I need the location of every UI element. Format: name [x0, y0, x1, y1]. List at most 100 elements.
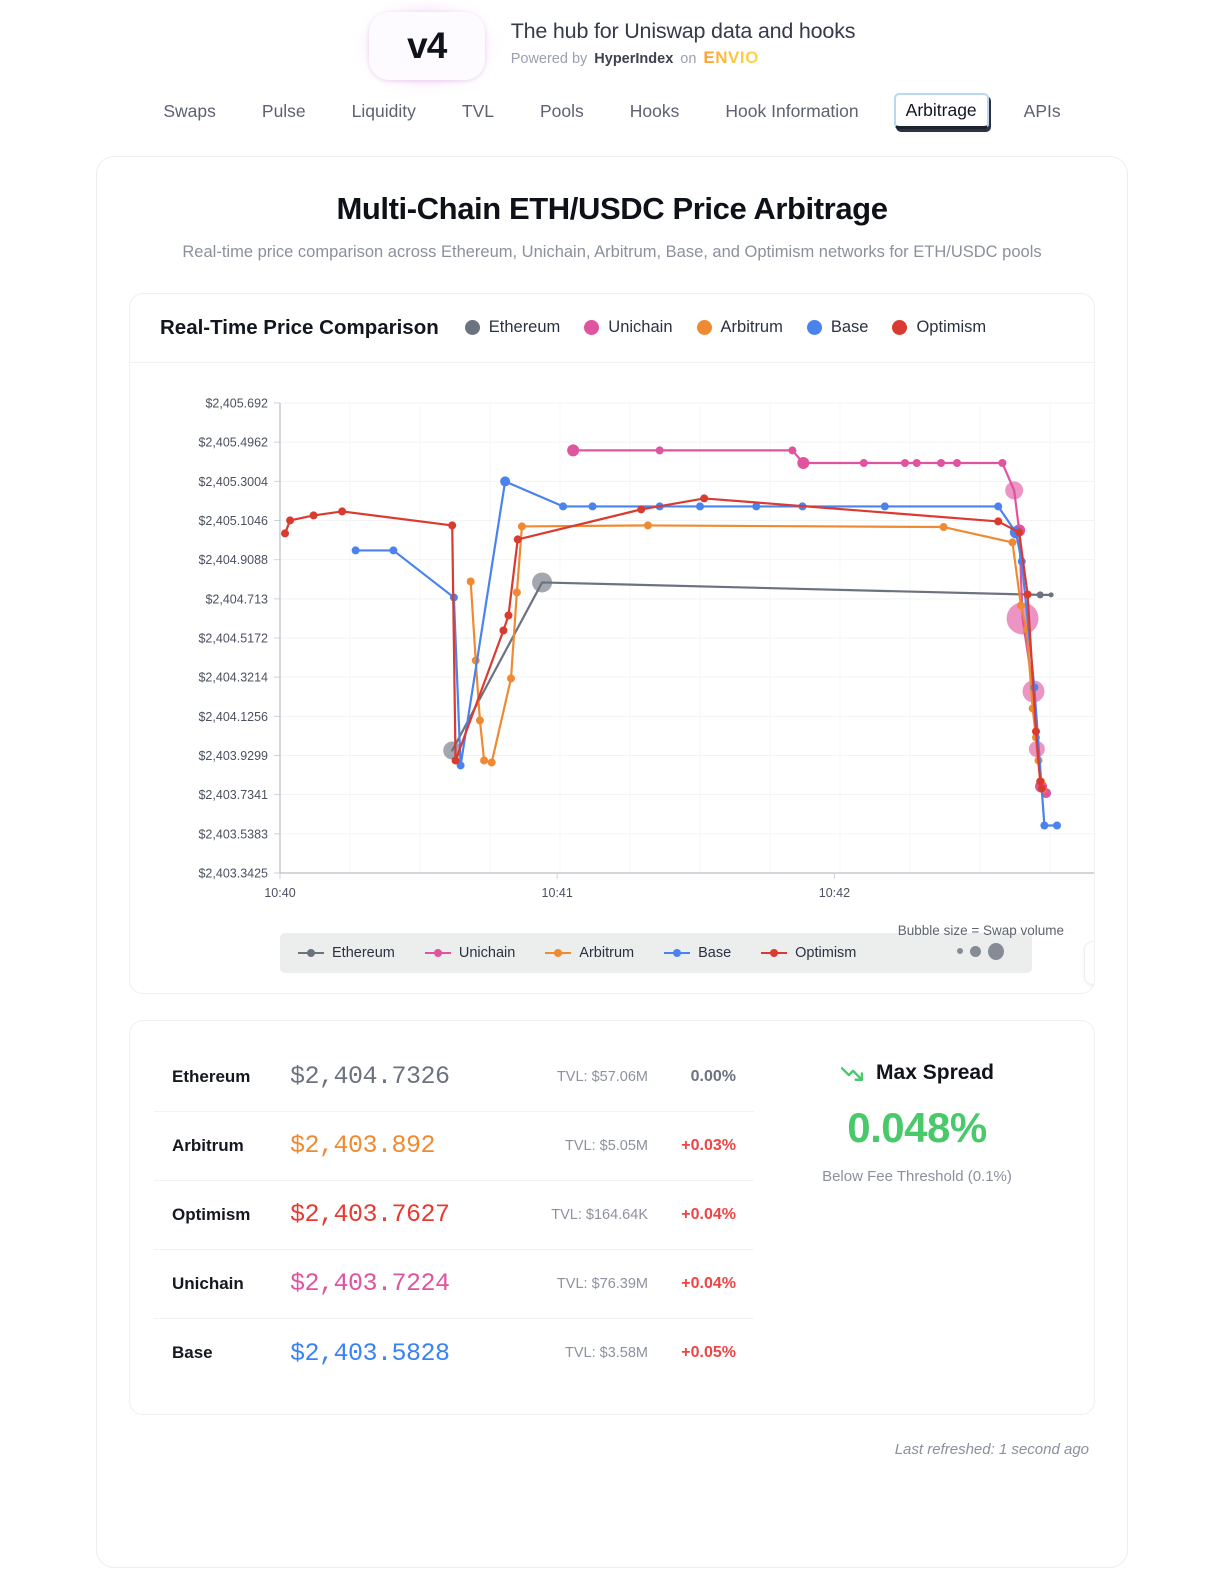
- chart-heading: Real-Time Price Comparison: [160, 315, 439, 339]
- legend-item-unichain[interactable]: Unichain: [584, 318, 673, 337]
- price-chart-card: Real-Time Price Comparison Ethereum Unich…: [129, 292, 1095, 994]
- bubble-note-label: Bubble size = Swap volume: [897, 922, 1064, 938]
- bubble-size-scale: [898, 942, 1064, 960]
- on-label: on: [680, 51, 697, 67]
- legend-label: Unichain: [458, 944, 516, 961]
- svg-text:$2,404.9088: $2,404.9088: [198, 553, 268, 567]
- chart-legend-arbitrum[interactable]: Arbitrum: [545, 945, 634, 961]
- chart-legend-ethereum[interactable]: Ethereum: [298, 945, 395, 961]
- legend-label: Optimism: [916, 318, 987, 337]
- nav-item-hooks[interactable]: Hooks: [629, 100, 680, 121]
- legend-label: Base: [830, 318, 869, 337]
- summary-card: Ethereum $2,404.7326 TVL: $57.06M 0.00% Arbi…: [129, 1019, 1095, 1415]
- legend-label: Base: [698, 944, 732, 961]
- legend-label: Optimism: [795, 944, 857, 961]
- svg-text:$2,403.5383: $2,403.5383: [198, 827, 268, 841]
- expand-chart-button[interactable]: [1084, 940, 1094, 985]
- chain-change: +0.05%: [681, 1344, 736, 1362]
- chart-bottom-legend: Ethereum Unichain Arbitrum Base Optimism: [280, 932, 1032, 973]
- legend-label: Ethereum: [332, 944, 395, 961]
- chain-tvl: TVL: $5.05M: [564, 1137, 648, 1154]
- price-row[interactable]: Unichain $2,403.7224 TVL: $76.39M +0.04%: [154, 1250, 754, 1319]
- svg-text:10:41: 10:41: [542, 886, 573, 900]
- chain-change: 0.00%: [690, 1067, 736, 1085]
- nav-item-apis[interactable]: APIs: [1023, 100, 1061, 121]
- svg-text:10:40: 10:40: [264, 886, 295, 900]
- legend-item-optimism[interactable]: Optimism: [892, 318, 986, 337]
- chain-price-list: Ethereum $2,404.7326 TVL: $57.06M 0.00% Arbi…: [154, 1043, 754, 1388]
- powered-by-row: Powered by HyperIndex on ENVIO: [511, 48, 856, 68]
- chain-price: $2,403.892: [290, 1131, 436, 1161]
- legend-line-marker-icon: [664, 948, 691, 958]
- app-header: v4 The hub for Uniswap data and hooks Po…: [0, 0, 1224, 88]
- svg-text:$2,405.692: $2,405.692: [205, 396, 268, 410]
- series-optimism: [281, 494, 1046, 793]
- chart-header: Real-Time Price Comparison Ethereum Unich…: [130, 294, 1094, 363]
- chain-name: Optimism: [172, 1204, 251, 1224]
- svg-text:$2,403.9299: $2,403.9299: [198, 749, 268, 763]
- chain-tvl: TVL: $164.64K: [551, 1206, 648, 1223]
- legend-item-arbitrum[interactable]: Arbitrum: [696, 318, 783, 337]
- svg-text:$2,405.4962: $2,405.4962: [198, 436, 268, 450]
- legend-dot-icon: [584, 320, 600, 336]
- price-line-chart[interactable]: $2,405.692 $2,405.4962 $2,405.3004 $2,405.1…: [152, 381, 1095, 929]
- logo-label: v4: [368, 11, 485, 80]
- fee-threshold-note: Below Fee Threshold (0.1%): [822, 1167, 1012, 1185]
- nav-item-swaps[interactable]: Swaps: [163, 100, 216, 121]
- plot-area[interactable]: $2,405.692 $2,405.4962 $2,405.3004 $2,405.1…: [152, 380, 1095, 985]
- powered-by-label: Powered by: [510, 51, 588, 67]
- chain-name: Ethereum: [172, 1066, 251, 1086]
- provider-logo: ENVIO: [703, 48, 759, 67]
- svg-text:$2,405.1046: $2,405.1046: [198, 514, 268, 528]
- chain-change: +0.04%: [681, 1274, 736, 1292]
- max-spread-label: Max Spread: [876, 1061, 994, 1085]
- legend-line-marker-icon: [545, 948, 572, 958]
- chain-name: Unichain: [172, 1273, 244, 1293]
- legend-line-marker-icon: [424, 948, 451, 958]
- chain-tvl: TVL: $3.58M: [564, 1345, 648, 1362]
- chart-legend-optimism[interactable]: Optimism: [761, 945, 856, 961]
- nav-item-arbitrage[interactable]: Arbitrage: [893, 93, 989, 129]
- nav-item-liquidity[interactable]: Liquidity: [351, 100, 416, 121]
- legend-label: Unichain: [608, 318, 673, 337]
- chain-tvl: TVL: $57.06M: [556, 1068, 648, 1085]
- bubble-size-note: Bubble size = Swap volume: [898, 923, 1064, 960]
- nav-item-hook-information[interactable]: Hook Information: [725, 100, 859, 121]
- nav-item-pulse[interactable]: Pulse: [261, 100, 306, 121]
- chain-change: +0.03%: [681, 1136, 736, 1154]
- chain-price: $2,404.7326: [290, 1062, 450, 1092]
- legend-item-ethereum[interactable]: Ethereum: [464, 318, 560, 337]
- price-row[interactable]: Optimism $2,403.7627 TVL: $164.64K +0.04%: [154, 1181, 754, 1250]
- chain-change: +0.04%: [681, 1205, 736, 1223]
- legend-dot-icon: [464, 320, 480, 336]
- series-unichain: [567, 444, 1052, 799]
- max-spread-value: 0.048%: [847, 1103, 987, 1151]
- nav-item-pools[interactable]: Pools: [540, 100, 584, 121]
- v4-logo[interactable]: v4: [360, 3, 493, 88]
- chain-price: $2,403.7627: [290, 1200, 450, 1230]
- last-refreshed: Last refreshed: 1 second ago: [894, 1440, 1089, 1458]
- legend-item-base[interactable]: Base: [806, 318, 869, 337]
- series-ethereum: [443, 572, 1054, 760]
- legend-line-marker-icon: [298, 948, 324, 958]
- svg-text:$2,403.3425: $2,403.3425: [198, 866, 268, 880]
- svg-text:$2,404.5172: $2,404.5172: [198, 631, 268, 645]
- svg-text:$2,404.713: $2,404.713: [205, 592, 268, 606]
- svg-text:$2,405.3004: $2,405.3004: [198, 475, 268, 489]
- price-row[interactable]: Ethereum $2,404.7326 TVL: $57.06M 0.00%: [154, 1043, 754, 1112]
- chain-tvl: TVL: $76.39M: [556, 1275, 648, 1292]
- page-subtitle: Real-time price comparison across Ethere…: [182, 243, 1042, 261]
- legend-label: Arbitrum: [579, 944, 635, 961]
- chart-legend-base[interactable]: Base: [664, 945, 731, 961]
- price-row[interactable]: Arbitrum $2,403.892 TVL: $5.05M +0.03%: [154, 1112, 754, 1181]
- chart-legend-unichain[interactable]: Unichain: [424, 944, 516, 961]
- legend-line-marker-icon: [761, 948, 788, 958]
- nav-item-tvl[interactable]: TVL: [461, 100, 494, 121]
- chart-top-legend: Ethereum Unichain Arbitrum Base Optimism: [464, 318, 986, 337]
- page-title: Multi-Chain ETH/USDC Price Arbitrage: [336, 191, 888, 226]
- chain-price: $2,403.7224: [290, 1269, 450, 1299]
- max-spread-title-row: Max Spread: [840, 1061, 994, 1086]
- svg-text:$2,404.1256: $2,404.1256: [198, 710, 268, 724]
- price-row[interactable]: Base $2,403.5828 TVL: $3.58M +0.05%: [154, 1319, 754, 1388]
- plot-shell: $2,405.692 $2,405.4962 $2,405.3004 $2,405.1…: [130, 363, 1094, 993]
